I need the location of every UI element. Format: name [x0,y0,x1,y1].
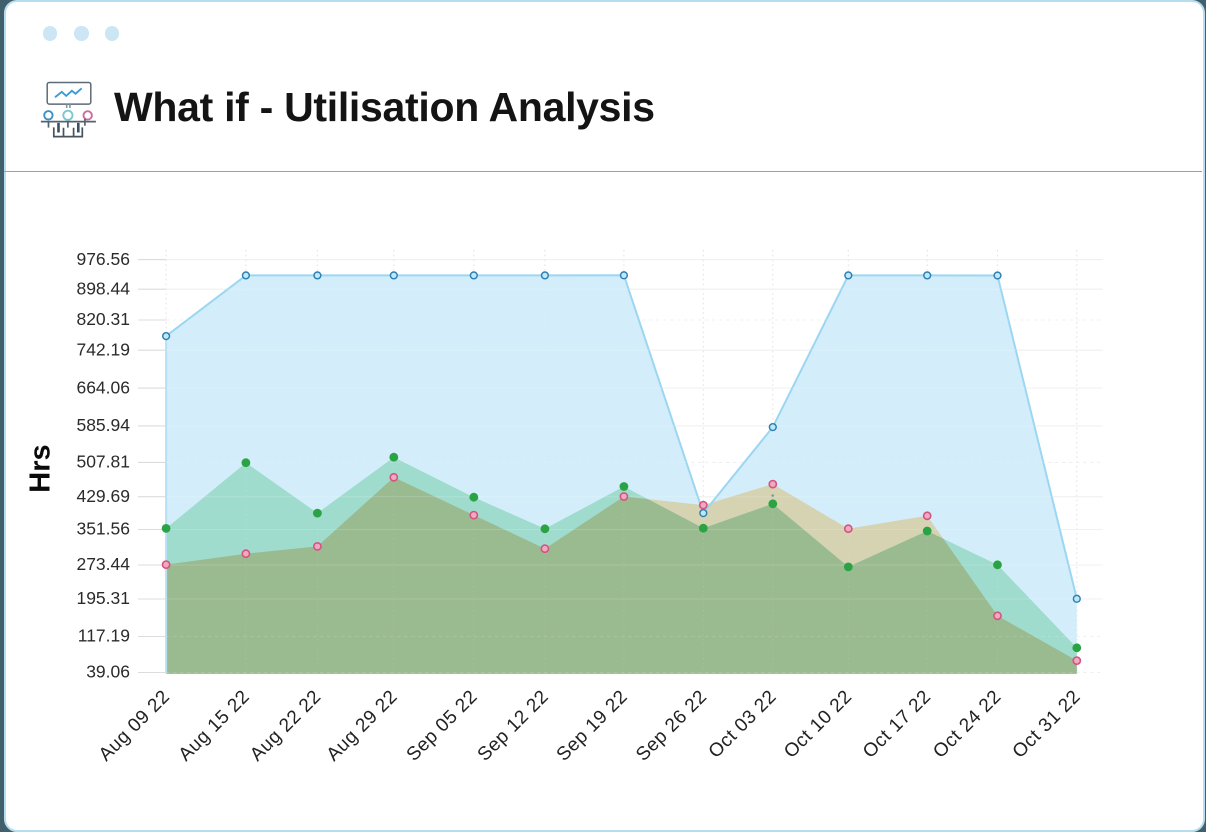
svg-text:898.44: 898.44 [76,278,130,298]
svg-text:Sep 26 22: Sep 26 22 [632,686,711,765]
svg-text:976.56: 976.56 [76,249,130,269]
svg-text:Oct 10 22: Oct 10 22 [780,686,856,762]
svg-text:Oct 17 22: Oct 17 22 [859,686,935,762]
svg-text:Aug 22 22: Aug 22 22 [246,686,325,765]
svg-text:742.19: 742.19 [76,339,130,359]
svg-text:Aug 09 22: Aug 09 22 [95,686,174,765]
svg-text:664.06: 664.06 [76,377,130,397]
svg-text:Oct 24 22: Oct 24 22 [929,686,1005,762]
svg-text:Sep 19 22: Sep 19 22 [553,686,632,765]
svg-text:Sep 05 22: Sep 05 22 [403,686,482,765]
svg-text:585.94: 585.94 [76,415,130,435]
svg-text:Oct 03 22: Oct 03 22 [705,686,781,762]
svg-text:Aug 15 22: Aug 15 22 [175,686,254,765]
svg-text:273.44: 273.44 [76,554,130,574]
svg-text:507.81: 507.81 [76,452,130,472]
svg-text:Hrs: Hrs [25,444,57,492]
svg-text:39.06: 39.06 [86,662,130,682]
svg-text:Aug 29 22: Aug 29 22 [323,686,402,765]
svg-text:820.31: 820.31 [76,309,130,329]
svg-text:Oct 31 22: Oct 31 22 [1009,686,1085,762]
svg-text:117.19: 117.19 [78,626,130,646]
svg-text:351.56: 351.56 [76,519,130,539]
svg-text:429.69: 429.69 [76,486,130,506]
svg-text:195.31: 195.31 [76,588,130,608]
svg-text:Sep 12 22: Sep 12 22 [474,686,553,765]
